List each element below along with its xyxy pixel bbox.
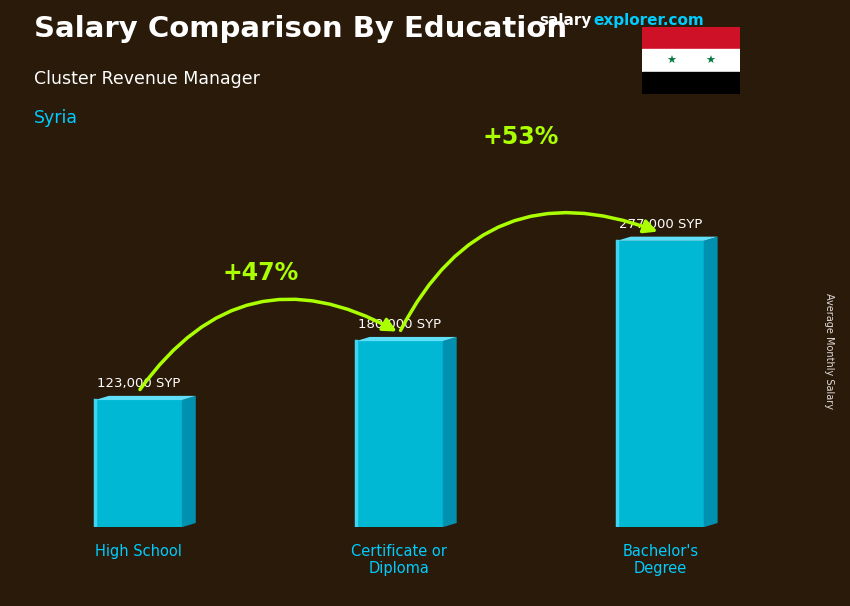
Text: Average Monthly Salary: Average Monthly Salary — [824, 293, 834, 410]
Text: 180,000 SYP: 180,000 SYP — [358, 318, 441, 331]
Bar — [642, 50, 740, 72]
Text: ★: ★ — [666, 56, 676, 65]
Text: Syria: Syria — [34, 109, 78, 127]
Text: 277,000 SYP: 277,000 SYP — [619, 218, 702, 230]
Polygon shape — [704, 237, 717, 527]
Polygon shape — [95, 396, 196, 400]
Polygon shape — [443, 337, 456, 527]
Polygon shape — [617, 237, 717, 241]
Bar — [356, 341, 443, 527]
Bar — [642, 27, 740, 50]
Bar — [642, 72, 740, 94]
Text: Salary Comparison By Education: Salary Comparison By Education — [34, 15, 567, 43]
Polygon shape — [356, 337, 456, 341]
Bar — [617, 241, 704, 527]
Bar — [95, 400, 182, 527]
Text: 123,000 SYP: 123,000 SYP — [97, 377, 180, 390]
Polygon shape — [182, 396, 196, 527]
Text: Cluster Revenue Manager: Cluster Revenue Manager — [34, 70, 260, 88]
Text: +47%: +47% — [222, 261, 298, 284]
Text: ★: ★ — [706, 56, 715, 65]
Text: +53%: +53% — [483, 125, 559, 149]
Text: explorer.com: explorer.com — [593, 13, 704, 28]
Text: salary: salary — [540, 13, 592, 28]
